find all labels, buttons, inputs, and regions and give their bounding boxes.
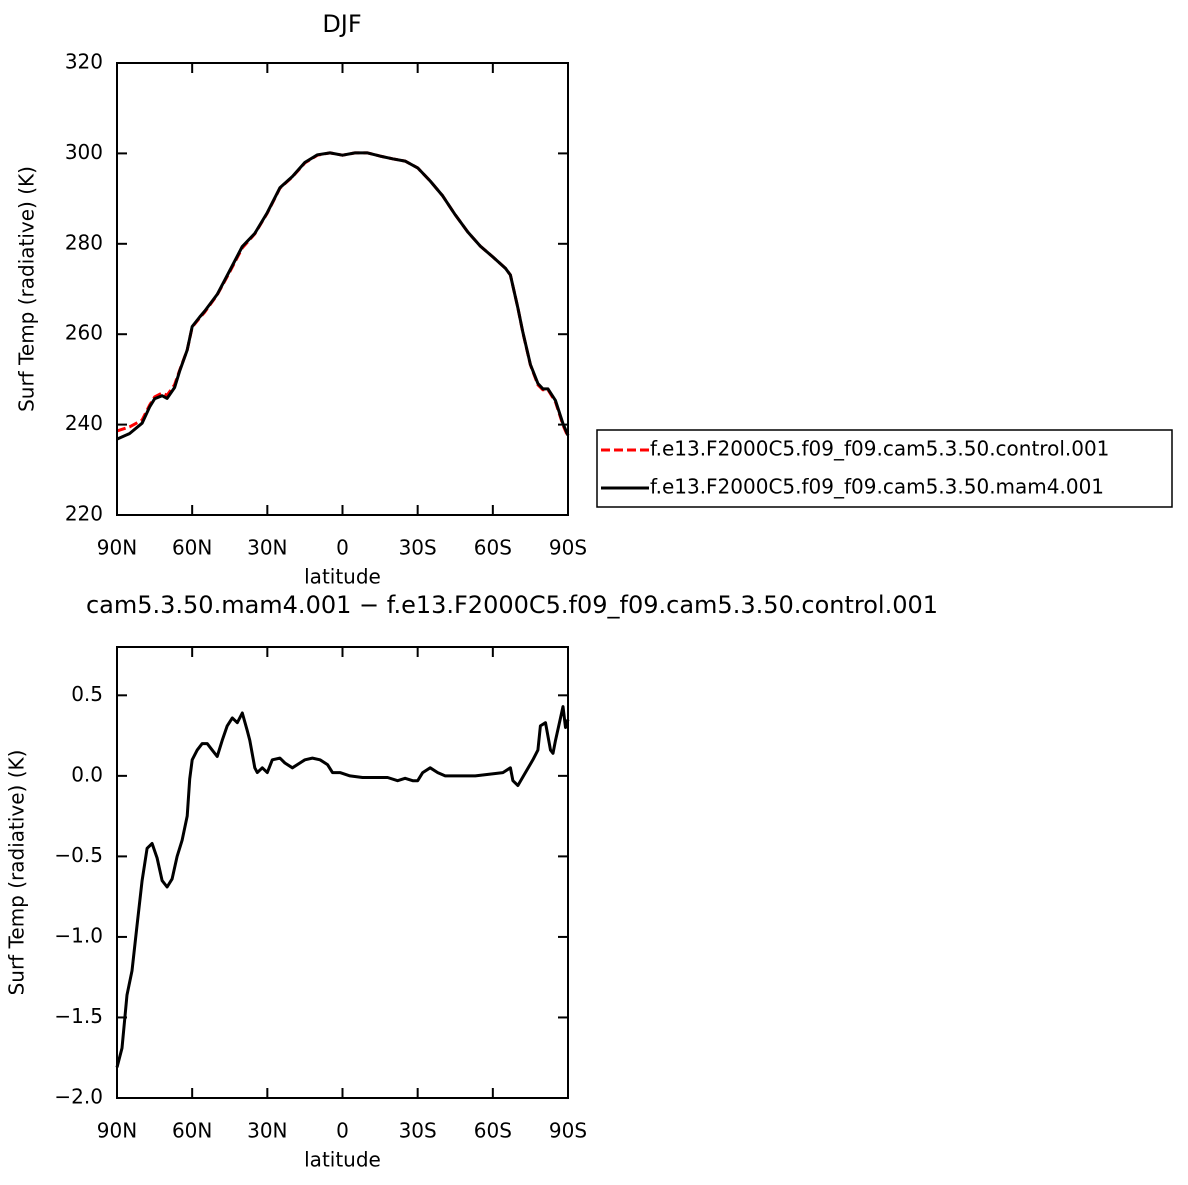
y-tick-label: −0.5 xyxy=(54,843,103,867)
legend-box xyxy=(596,429,1173,508)
x-tick-label: 30N xyxy=(247,536,287,560)
x-tick-label: 60S xyxy=(474,536,512,560)
legend: f.e13.F2000C5.f09_f09.cam5.3.50.control.… xyxy=(596,429,1173,508)
x-axis-label: latitude xyxy=(304,565,381,589)
y-tick-label: 280 xyxy=(65,230,103,254)
y-tick-label: 0.0 xyxy=(71,762,103,786)
x-tick-label: 90S xyxy=(549,536,587,560)
y-tick-label: 240 xyxy=(65,411,103,435)
x-tick-label: 30S xyxy=(399,1119,437,1143)
legend-label: f.e13.F2000C5.f09_f09.cam5.3.50.mam4.001 xyxy=(650,475,1104,499)
x-tick-label: 90N xyxy=(97,1119,137,1143)
x-tick-label: 60N xyxy=(172,536,212,560)
data-line xyxy=(116,151,570,441)
x-tick-label: 0 xyxy=(336,536,349,560)
chart-title: cam5.3.50.mam4.001 − f.e13.F2000C5.f09_f… xyxy=(86,591,938,619)
y-tick-label: −2.0 xyxy=(54,1085,103,1109)
x-tick-label: 60S xyxy=(474,1119,512,1143)
y-axis-label: Surf Temp (radiative) (K) xyxy=(15,166,39,412)
x-tick-label: 60N xyxy=(172,1119,212,1143)
x-tick-label: 30S xyxy=(399,536,437,560)
y-tick-label: −1.0 xyxy=(54,923,103,947)
plot-frame xyxy=(116,62,569,516)
y-tick-label: 260 xyxy=(65,321,103,345)
x-axis-label: latitude xyxy=(304,1148,381,1172)
y-axis-label: Surf Temp (radiative) (K) xyxy=(5,750,29,996)
y-tick-label: 220 xyxy=(65,502,103,526)
x-tick-label: 90N xyxy=(97,536,137,560)
data-line xyxy=(116,151,570,438)
legend-label: f.e13.F2000C5.f09_f09.cam5.3.50.control.… xyxy=(650,437,1109,461)
y-tick-label: 300 xyxy=(65,140,103,164)
plot-frame xyxy=(116,646,569,1099)
x-tick-label: 90S xyxy=(549,1119,587,1143)
y-tick-label: −1.5 xyxy=(54,1004,103,1028)
x-tick-label: 30N xyxy=(247,1119,287,1143)
data-line xyxy=(115,705,570,1068)
y-tick-label: 0.5 xyxy=(71,682,103,706)
chart-title: DJF xyxy=(322,10,361,38)
y-tick-label: 320 xyxy=(65,50,103,74)
x-tick-label: 0 xyxy=(336,1119,349,1143)
